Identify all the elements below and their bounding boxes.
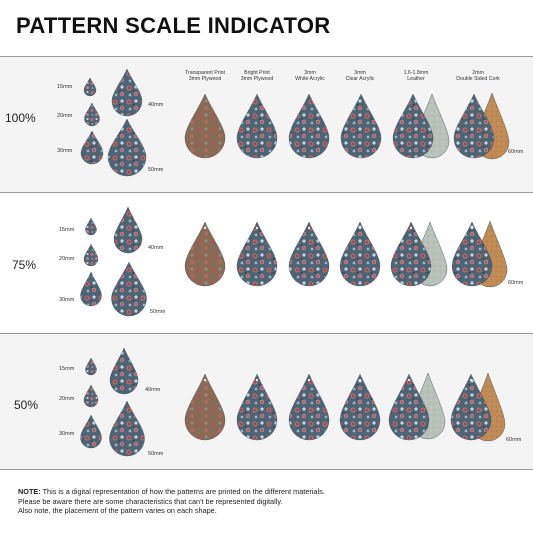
swatch-30mm [80,271,102,307]
note-line-3: Also note, the placement of the pattern … [18,506,217,515]
swatch-leather-back [412,221,448,287]
material-line2: White Acrylic [295,76,325,82]
size-label-30mm: 30mm [59,297,75,303]
size-label-20mm: 20mm [59,256,75,262]
bottom-divider [0,469,533,470]
size-label-60mm: 60mm [508,280,524,286]
swatch-cork [451,221,493,287]
size-label-20mm: 20mm [57,113,73,119]
note-line-2: Please be aware there are some character… [18,496,283,506]
material-line2: 3mm Plywood [240,76,274,82]
swatch-clear-acrylic [339,221,381,287]
swatch-20mm [83,243,99,267]
size-label-60mm: 60mm [508,149,524,155]
swatch-white-acrylic [288,221,330,287]
size-label-40mm: 40mm [145,387,161,393]
swatch-bright-plywood [236,221,278,287]
scale-label-100: 100% [5,111,36,125]
material-line2: Double Sided Cork [456,76,500,82]
size-label-30mm: 30mm [57,148,73,154]
material-header-white-acrylic: 3mm White Acrylic [275,70,345,82]
divider-2 [0,333,533,334]
size-label-20mm: 20mm [59,396,75,402]
size-label-50mm: 50mm [150,309,166,315]
swatch-15mm [85,217,97,236]
material-line1: 3mm [354,70,366,76]
material-line2: 3mm Plywood [188,76,222,82]
note-line-1: This is a digital representation of how … [40,487,325,496]
row-50-band [0,334,533,469]
size-label-30mm: 30mm [59,431,75,437]
size-label-15mm: 15mm [59,366,75,372]
top-divider [0,56,533,57]
note-label: NOTE: [18,487,41,496]
size-label-40mm: 40mm [148,245,164,251]
swatch-50mm [111,261,147,317]
size-label-40mm: 40mm [148,102,164,108]
material-header-clear-acrylic: 3mm Clear Acrylic [325,70,395,82]
scale-label-75: 75% [12,258,37,272]
size-label-60mm: 60mm [506,437,522,443]
material-line1: Transparent Print [185,70,225,76]
scale-label-50: 50% [14,398,39,412]
swatch-leather [390,221,432,287]
swatch-cork-back [472,220,508,288]
swatch-transparent-plywood [184,221,226,287]
material-line1: Bright Print [244,70,270,76]
material-line2: Clear Acrylic [345,76,375,82]
material-header-leather: 1.6-1.8mm Leather [381,70,451,82]
material-header-cork: 2mm Double Sided Cork [443,70,513,82]
swatch-40mm [113,206,143,254]
size-label-15mm: 15mm [59,227,75,233]
material-line1: 3mm [304,70,316,76]
note-block: NOTE: This is a digital representation o… [18,487,518,516]
material-line1: 1.6-1.8mm [403,70,429,76]
size-label-50mm: 50mm [148,167,164,173]
material-header-transparent-plywood: Transparent Print 3mm Plywood [170,70,240,82]
page-title: PATTERN SCALE INDICATOR [16,13,331,38]
size-label-15mm: 15mm [57,84,73,90]
material-line2: Leather [407,76,425,82]
material-line1: 2mm [472,70,484,76]
material-header-bright-plywood: Bright Print 3mm Plywood [222,70,292,82]
size-label-50mm: 50mm [148,451,164,457]
divider-1 [0,192,533,193]
